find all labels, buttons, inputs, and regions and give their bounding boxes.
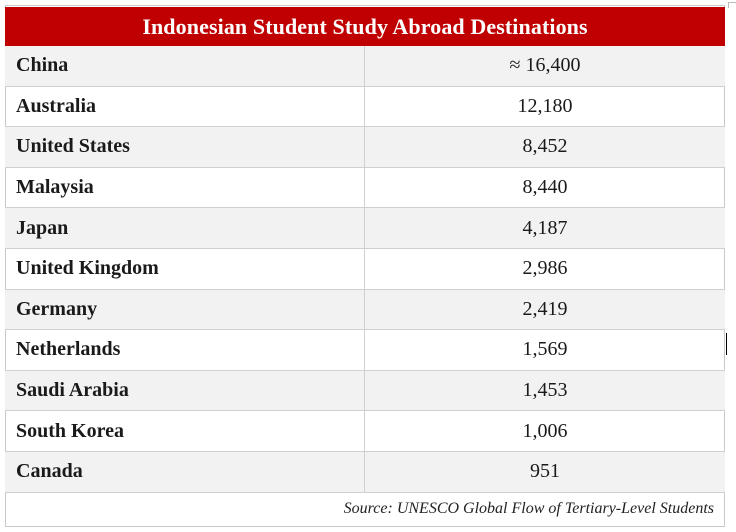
student-count-cell: 1,006 <box>522 419 568 442</box>
country-cell: Germany <box>5 289 365 330</box>
table-row: United Kingdom 2,986 <box>5 248 725 290</box>
country-cell: Netherlands <box>5 330 365 370</box>
country-cell: Australia <box>5 86 365 127</box>
table-body: China ≈ 16,400 Australia 12,180 United S… <box>5 46 725 493</box>
country-cell: Malaysia <box>5 167 365 208</box>
student-count-cell: ≈ 16,400 <box>509 54 581 77</box>
table-row: United States 8,452 <box>5 127 725 168</box>
student-count-cell: 951 <box>530 460 560 483</box>
student-count-cell: 12,180 <box>517 94 573 117</box>
student-count-cell: 1,453 <box>522 379 568 402</box>
table-row: Germany 2,419 <box>5 289 725 331</box>
table-row: Saudi Arabia 1,453 <box>5 370 725 412</box>
country-cell: Canada <box>5 451 365 492</box>
window-corner-mark <box>728 2 736 8</box>
table-row: Canada 951 <box>5 451 725 493</box>
student-count-cell: 2,419 <box>522 297 568 320</box>
text-cursor <box>726 333 727 355</box>
country-cell: United States <box>5 127 365 167</box>
table-frame <box>5 5 725 527</box>
student-count-cell: 2,986 <box>522 257 568 280</box>
country-cell: Japan <box>5 208 365 248</box>
country-cell: China <box>5 46 365 86</box>
student-count-cell: 8,452 <box>522 135 568 158</box>
table-row: China ≈ 16,400 <box>5 46 725 87</box>
table-row: Australia 12,180 <box>5 86 725 128</box>
country-cell: Saudi Arabia <box>5 370 365 411</box>
student-count-cell: 8,440 <box>522 176 568 199</box>
country-cell: United Kingdom <box>5 248 365 289</box>
table-row: Malaysia 8,440 <box>5 167 725 209</box>
country-cell: South Korea <box>5 411 365 451</box>
student-count-cell: 4,187 <box>522 216 568 239</box>
table-row: Japan 4,187 <box>5 208 725 249</box>
table-row: South Korea 1,006 <box>5 411 725 452</box>
source-text: Source: UNESCO Global Flow of Tertiary-L… <box>343 500 714 517</box>
table-title-text: Indonesian Student Study Abroad Destinat… <box>142 13 588 39</box>
table-row: Netherlands 1,569 <box>5 330 725 371</box>
table-title: Indonesian Student Study Abroad Destinat… <box>5 7 725 46</box>
student-count-cell: 1,569 <box>522 338 568 361</box>
source-note: Source: UNESCO Global Flow of Tertiary-L… <box>5 492 725 526</box>
